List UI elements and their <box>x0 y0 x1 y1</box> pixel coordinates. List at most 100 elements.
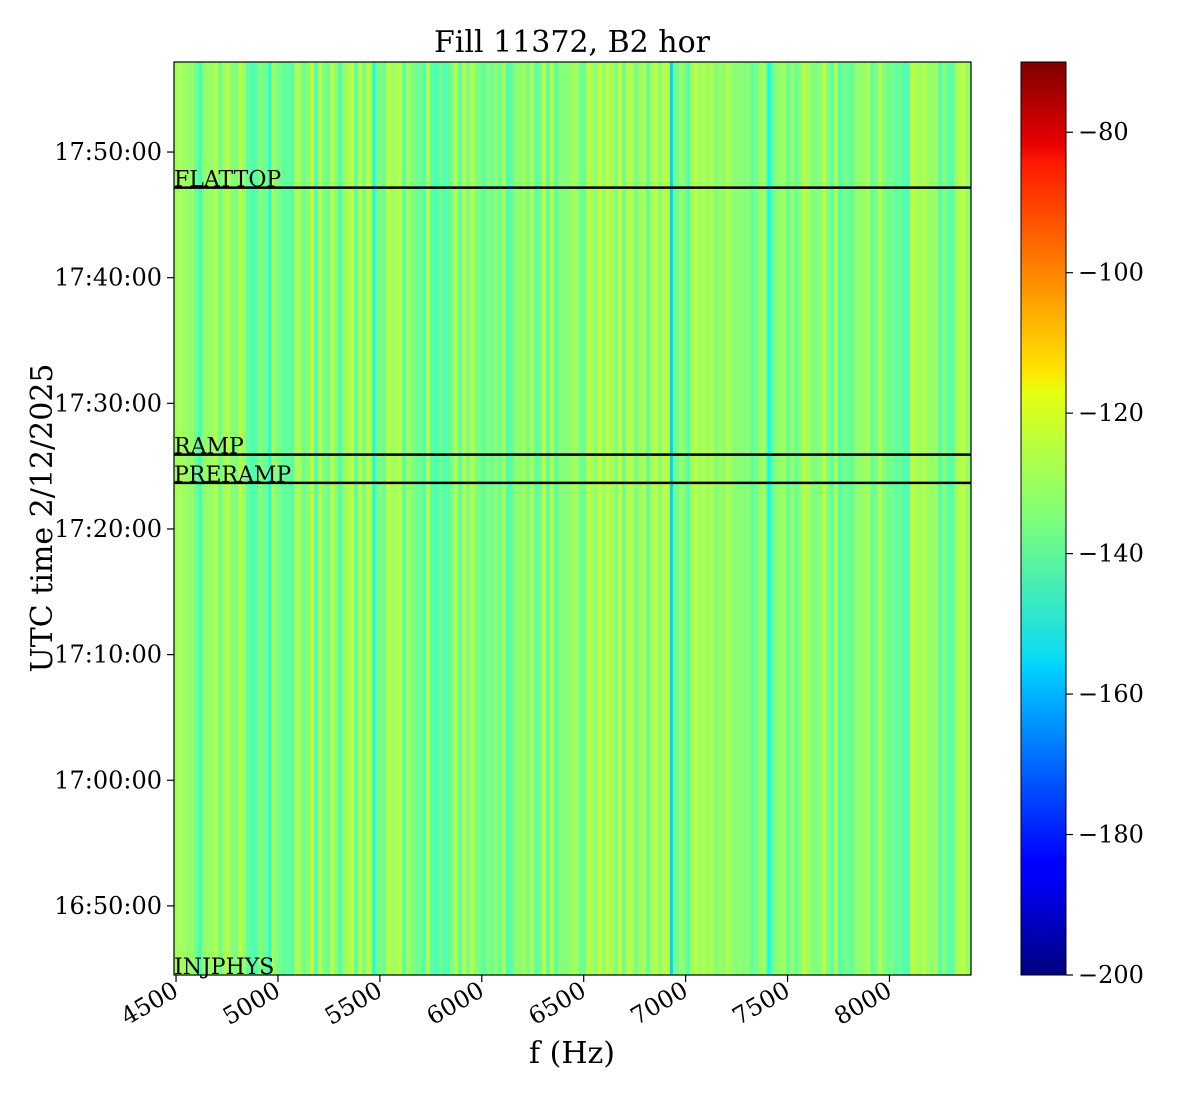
heatmap-frequency-bands <box>174 62 972 975</box>
frequency-band <box>210 62 215 975</box>
x-tick-label: 7500 <box>728 976 795 1031</box>
frequency-band <box>530 62 535 975</box>
frequency-band <box>390 62 395 975</box>
frequency-band <box>914 62 919 975</box>
frequency-band <box>838 62 843 975</box>
x-tick-label: 6500 <box>524 976 591 1031</box>
frequency-band <box>738 62 743 975</box>
frequency-band <box>382 62 387 975</box>
y-axis: 16:50:00 17:00:00 17:10:00 17:20:00 17:30:00… <box>54 138 174 920</box>
frequency-band <box>386 62 391 975</box>
frequency-band <box>674 62 679 975</box>
frequency-band <box>802 62 807 975</box>
frequency-band <box>342 62 347 975</box>
frequency-band <box>898 62 903 975</box>
frequency-band <box>950 62 955 975</box>
frequency-band <box>882 62 887 975</box>
x-axis-title: f (Hz) <box>529 1036 615 1071</box>
frequency-band <box>322 62 327 975</box>
frequency-band <box>658 62 663 975</box>
frequency-band <box>846 62 851 975</box>
frequency-band <box>202 62 207 975</box>
frequency-band <box>230 62 235 975</box>
plot-frame <box>173 61 972 976</box>
spectral-line <box>268 62 272 975</box>
frequency-band <box>782 62 787 975</box>
frequency-band <box>606 62 611 975</box>
frequency-band <box>406 62 411 975</box>
colorbar-tick-label: −100 <box>1078 259 1144 287</box>
frequency-band <box>454 62 459 975</box>
frequency-band <box>574 62 579 975</box>
frequency-band <box>478 62 483 975</box>
frequency-band <box>498 62 503 975</box>
frequency-band <box>398 62 403 975</box>
frequency-band <box>810 62 815 975</box>
frequency-band <box>358 62 363 975</box>
frequency-band <box>506 62 511 975</box>
x-tick-label: 6000 <box>422 976 489 1031</box>
frequency-band <box>542 62 547 975</box>
frequency-band <box>878 62 883 975</box>
frequency-band <box>182 62 187 975</box>
y-tick-label: 17:20:00 <box>54 515 162 543</box>
frequency-band <box>870 62 875 975</box>
frequency-band <box>238 62 243 975</box>
frequency-band <box>422 62 427 975</box>
frequency-band <box>594 62 599 975</box>
frequency-band <box>318 62 323 975</box>
frequency-band <box>694 62 699 975</box>
frequency-band <box>434 62 439 975</box>
frequency-band <box>698 62 703 975</box>
frequency-band <box>686 62 691 975</box>
frequency-band <box>618 62 623 975</box>
frequency-band <box>554 62 559 975</box>
frequency-band <box>562 62 567 975</box>
frequency-band <box>954 62 959 975</box>
frequency-band <box>602 62 607 975</box>
colorbar-tick-label: −180 <box>1078 821 1144 849</box>
frequency-band <box>534 62 539 975</box>
frequency-band <box>826 62 831 975</box>
frequency-band <box>270 62 275 975</box>
frequency-band <box>178 62 183 975</box>
frequency-band <box>662 62 667 975</box>
frequency-band <box>922 62 927 975</box>
frequency-band <box>410 62 415 975</box>
phase-marker-label: FLATTOP <box>174 168 281 193</box>
frequency-band <box>174 62 179 975</box>
frequency-band <box>814 62 819 975</box>
phase-marker-label: RAMP <box>174 435 244 460</box>
frequency-band <box>722 62 727 975</box>
spectral-line <box>372 62 376 975</box>
frequency-band <box>350 62 355 975</box>
frequency-band <box>442 62 447 975</box>
x-tick-label: 7000 <box>626 976 693 1031</box>
frequency-band <box>934 62 939 975</box>
frequency-band <box>294 62 299 975</box>
frequency-band <box>218 62 223 975</box>
frequency-band <box>750 62 755 975</box>
frequency-band <box>962 62 967 975</box>
frequency-band <box>374 62 379 975</box>
frequency-band <box>418 62 423 975</box>
frequency-band <box>626 62 631 975</box>
phase-marker-lines: FLATTOP RAMP PRERAMP INJPHYS <box>174 168 971 980</box>
frequency-band <box>546 62 551 975</box>
frequency-band <box>402 62 407 975</box>
frequency-band <box>798 62 803 975</box>
frequency-band <box>702 62 707 975</box>
frequency-band <box>830 62 835 975</box>
frequency-band <box>638 62 643 975</box>
frequency-band <box>222 62 227 975</box>
frequency-band <box>646 62 651 975</box>
frequency-band <box>482 62 487 975</box>
frequency-band <box>958 62 963 975</box>
frequency-band <box>338 62 343 975</box>
colorbar-tick-label: −200 <box>1078 961 1144 989</box>
frequency-band <box>582 62 587 975</box>
frequency-band <box>890 62 895 975</box>
frequency-band <box>354 62 359 975</box>
colorbar-tick-label: −80 <box>1078 118 1129 146</box>
frequency-band <box>526 62 531 975</box>
